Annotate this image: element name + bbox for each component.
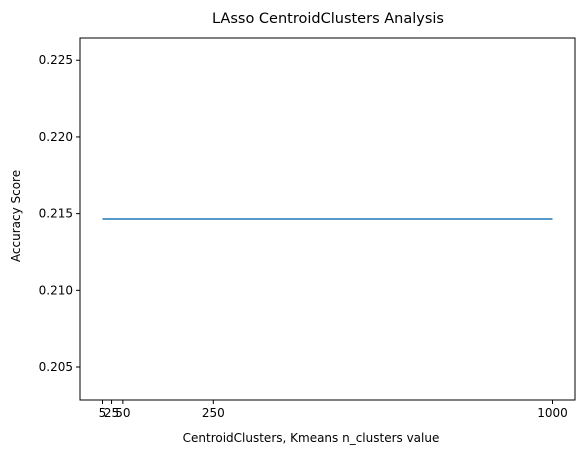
x-tick-label-250: 250 xyxy=(202,406,225,420)
axes-frame xyxy=(79,37,576,401)
x-tick-label-50: 50 xyxy=(115,406,130,420)
chart-title: LAsso CentroidClusters Analysis xyxy=(212,11,444,27)
y-axis-ticks: 0.205 0.210 0.215 0.220 0.225 xyxy=(39,53,80,374)
x-tick-label-5: 5 xyxy=(99,406,107,420)
y-axis-label: Accuracy Score xyxy=(9,170,23,262)
y-tick-label-0.210: 0.210 xyxy=(39,283,73,297)
y-tick-label-0.215: 0.215 xyxy=(39,207,73,221)
x-tick-label-1000: 1000 xyxy=(537,406,568,420)
y-tick-label-0.205: 0.205 xyxy=(39,360,73,374)
x-axis-label: CentroidClusters, Kmeans n_clusters valu… xyxy=(183,431,440,445)
x-tick-label-25: 25 xyxy=(104,406,119,420)
y-tick-label-0.225: 0.225 xyxy=(39,53,73,67)
y-tick-label-0.220: 0.220 xyxy=(39,130,73,144)
